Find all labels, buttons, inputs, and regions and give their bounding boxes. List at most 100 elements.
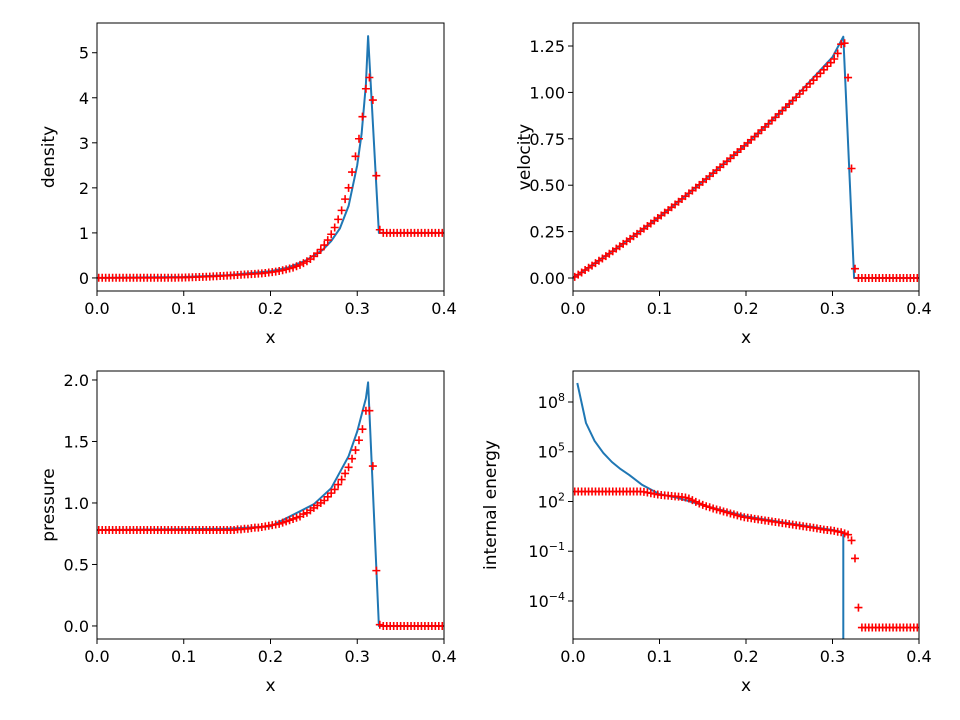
numerical-point	[372, 171, 381, 180]
numerical-point	[365, 73, 374, 82]
x-axis-label: x	[741, 676, 751, 696]
plot-area	[573, 35, 919, 283]
numerical-point	[330, 223, 339, 232]
numerical-point	[438, 228, 444, 237]
numerical-point	[344, 463, 353, 472]
numerical-point	[275, 519, 284, 528]
y-tick-label: 1.25	[529, 37, 565, 56]
numerical-point	[361, 84, 370, 93]
numerical-point	[330, 485, 339, 494]
x-tick-label: 0.3	[820, 647, 845, 666]
y-tick-label: 0.0	[64, 617, 89, 636]
subplot-internal-energy: 0.0 0.1 0.2 0.3 0.4 108 105 102 10−1 10−4 x interna…	[481, 370, 932, 696]
y-tick-label: 1	[79, 224, 89, 243]
numerical-point	[292, 262, 301, 271]
x-tick-label: 0.0	[84, 299, 109, 318]
y-tick-label: 0.5	[64, 555, 89, 574]
numerical-point	[844, 530, 853, 539]
exact-solution-line	[97, 35, 444, 279]
numerical-point	[913, 274, 919, 283]
x-tick-label: 0.3	[345, 299, 370, 318]
y-tick-label: 2	[79, 179, 89, 198]
numerical-point	[913, 623, 919, 632]
numerical-point	[278, 266, 287, 275]
x-tick-label: 0.4	[431, 647, 456, 666]
numerical-point	[854, 603, 863, 612]
numerical-point	[847, 164, 856, 173]
numerical-point	[282, 517, 291, 526]
numerical-point	[327, 230, 336, 239]
x-tick-label: 0.3	[345, 647, 370, 666]
y-tick-label: 10−1	[528, 540, 565, 561]
y-axis-label: internal energy	[481, 440, 501, 570]
numerical-point	[316, 245, 325, 254]
x-tick-label: 0.2	[258, 647, 283, 666]
y-tick-label: 0.00	[529, 269, 565, 288]
subplot-pressure: 0.0 0.1 0.2 0.3 0.4 0.0 0.5 1.0 1.5 2.0 x pressure	[39, 370, 457, 696]
numerical-point	[320, 496, 329, 505]
numerical-point	[323, 236, 332, 245]
x-tick-label: 0.1	[171, 299, 196, 318]
numerical-point	[323, 492, 332, 501]
subplot-density: 0.0 0.1 0.2 0.3 0.4 0 1 2 3 4 5 x density	[39, 22, 457, 348]
numerical-point	[292, 513, 301, 522]
y-tick-label: 105	[538, 441, 565, 462]
numerical-point	[320, 241, 329, 250]
numerical-point	[327, 489, 336, 498]
y-tick-label: 4	[79, 89, 89, 108]
numerical-point	[278, 518, 287, 527]
numerical-point	[299, 510, 308, 519]
numerical-point	[348, 454, 357, 463]
y-tick-label: 1.5	[64, 432, 89, 451]
numerical-point	[368, 96, 377, 105]
y-tick-label: 3	[79, 134, 89, 153]
x-axis-label: x	[741, 328, 751, 348]
y-tick-label: 108	[538, 391, 565, 412]
plot-area	[97, 381, 444, 630]
y-tick-label: 102	[538, 490, 565, 511]
numerical-point	[313, 249, 322, 258]
numerical-point	[285, 264, 294, 273]
numerical-point	[830, 55, 839, 64]
x-tick-label: 0.4	[906, 299, 931, 318]
numerical-point	[337, 206, 346, 215]
numerical-point	[285, 516, 294, 525]
numerical-point	[358, 112, 367, 121]
numerical-point	[358, 425, 367, 434]
numerical-point	[354, 436, 363, 445]
x-tick-label: 0.1	[647, 299, 672, 318]
y-tick-label: 0.25	[529, 223, 565, 242]
x-tick-label: 0.0	[560, 299, 585, 318]
y-tick-label: 0.75	[529, 130, 565, 149]
y-axis-label: velocity	[515, 124, 535, 190]
numerical-point	[282, 265, 291, 274]
x-tick-label: 0.3	[820, 299, 845, 318]
plot-area	[97, 35, 444, 282]
numerical-point	[289, 263, 298, 272]
plot-area	[573, 382, 919, 639]
numerical-point	[365, 406, 374, 415]
numerical-point	[334, 480, 343, 489]
x-tick-label: 0.4	[431, 299, 456, 318]
numerical-point	[351, 446, 360, 455]
numerical-point	[344, 183, 353, 192]
x-tick-label: 0.4	[906, 647, 931, 666]
numerical-point	[438, 621, 444, 630]
numerical-point	[299, 259, 308, 268]
numerical-point	[351, 152, 360, 161]
y-tick-label: 1.0	[64, 494, 89, 513]
numerical-point	[847, 536, 856, 545]
numerical-point	[348, 168, 357, 177]
numerical-point	[334, 215, 343, 224]
x-tick-label: 0.2	[733, 299, 758, 318]
x-axis-label: x	[265, 676, 275, 696]
x-tick-label: 0.2	[733, 647, 758, 666]
y-tick-label: 1.00	[529, 83, 565, 102]
y-axis-label: density	[39, 126, 59, 188]
numerical-point	[368, 462, 377, 471]
numerical-point	[375, 620, 384, 629]
numerical-point	[844, 73, 853, 82]
numerical-point	[295, 260, 304, 269]
numerical-point	[850, 554, 859, 563]
y-tick-label: 10−4	[528, 590, 565, 611]
